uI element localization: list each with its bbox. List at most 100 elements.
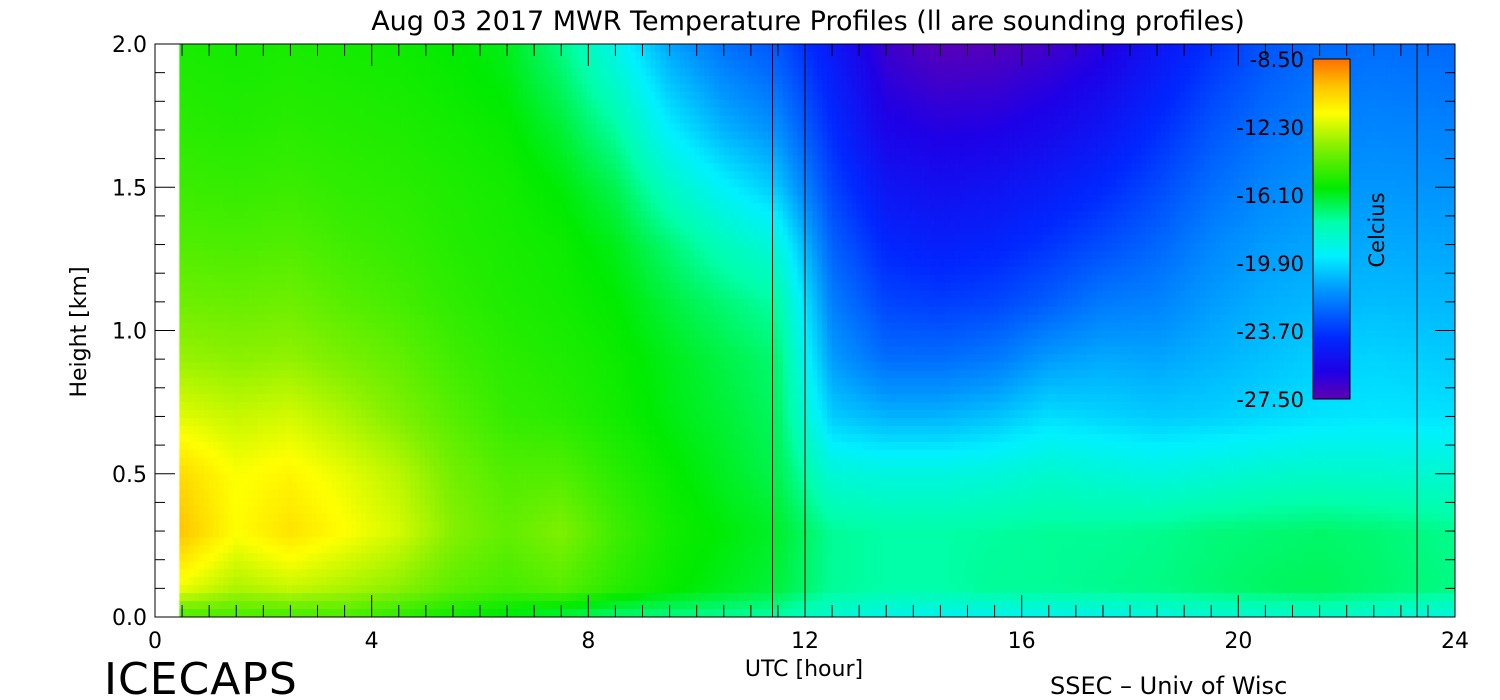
heatmap-cell <box>587 52 593 61</box>
heatmap-cell <box>513 163 519 172</box>
heatmap-cell <box>592 108 598 117</box>
heatmap-cell <box>891 68 897 77</box>
heatmap-cell <box>263 171 269 180</box>
heatmap-cell <box>1018 100 1024 109</box>
heatmap-cell <box>1053 108 1059 117</box>
heatmap-cell <box>184 171 190 180</box>
heatmap-cell <box>454 44 460 53</box>
heatmap-cell <box>224 92 230 101</box>
heatmap-cell <box>513 116 519 125</box>
heatmap-cell <box>1072 179 1078 188</box>
heatmap-cell <box>361 179 367 188</box>
heatmap-cell <box>837 68 843 77</box>
heatmap-cell <box>729 147 735 156</box>
heatmap-cell <box>493 76 499 85</box>
heatmap-cell <box>930 116 936 125</box>
heatmap-cell <box>1136 132 1142 141</box>
heatmap-cell <box>263 116 269 125</box>
heatmap-cell <box>479 187 485 196</box>
heatmap-cell <box>906 100 912 109</box>
heatmap-cell <box>493 68 499 77</box>
heatmap-cell <box>1386 132 1392 141</box>
heatmap-cell <box>1136 179 1142 188</box>
heatmap-cell <box>709 68 715 77</box>
heatmap-cell <box>945 171 951 180</box>
heatmap-cell <box>842 132 848 141</box>
heatmap-cell <box>655 52 661 61</box>
heatmap-cell <box>847 147 853 156</box>
heatmap-cell <box>400 84 406 93</box>
heatmap-cell <box>567 171 573 180</box>
heatmap-cell <box>1112 155 1118 164</box>
heatmap-cell <box>224 60 230 69</box>
heatmap-cell <box>1121 60 1127 69</box>
heatmap-cell <box>1077 116 1083 125</box>
heatmap-cell <box>955 124 961 133</box>
heatmap-cell <box>690 163 696 172</box>
heatmap-cell <box>1440 76 1446 85</box>
heatmap-cell <box>1396 171 1402 180</box>
heatmap-cell <box>518 116 524 125</box>
heatmap-cell <box>842 163 848 172</box>
heatmap-cell <box>1229 140 1235 149</box>
heatmap-cell <box>695 76 701 85</box>
heatmap-cell <box>945 124 951 133</box>
heatmap-cell <box>376 108 382 117</box>
heatmap-cell <box>636 100 642 109</box>
heatmap-cell <box>498 155 504 164</box>
heatmap-cell <box>312 60 318 69</box>
heatmap-cell <box>1112 163 1118 172</box>
heatmap-cell <box>287 140 293 149</box>
heatmap-cell <box>861 155 867 164</box>
heatmap-cell <box>268 52 274 61</box>
heatmap-cell <box>322 92 328 101</box>
heatmap-cell <box>238 44 244 53</box>
heatmap-cell <box>906 76 912 85</box>
heatmap-cell <box>567 147 573 156</box>
heatmap-cell <box>660 179 666 188</box>
heatmap-cell <box>596 60 602 69</box>
heatmap-cell <box>709 163 715 172</box>
heatmap-cell <box>1170 116 1176 125</box>
heatmap-cell <box>542 84 548 93</box>
heatmap-cell <box>346 132 352 141</box>
heatmap-cell <box>940 100 946 109</box>
heatmap-cell <box>1043 179 1049 188</box>
heatmap-cell <box>891 116 897 125</box>
heatmap-cell <box>709 187 715 196</box>
heatmap-cell <box>1023 60 1029 69</box>
heatmap-cell <box>454 140 460 149</box>
heatmap-cell <box>199 171 205 180</box>
heatmap-cell <box>955 92 961 101</box>
heatmap-cell <box>596 52 602 61</box>
heatmap-cell <box>179 195 185 204</box>
heatmap-cell <box>763 124 769 133</box>
heatmap-cell <box>371 187 377 196</box>
heatmap-cell <box>439 187 445 196</box>
heatmap-cell <box>788 187 794 196</box>
heatmap-cell <box>989 163 995 172</box>
heatmap-cell <box>999 187 1005 196</box>
heatmap-cell <box>1072 147 1078 156</box>
heatmap-cell <box>331 100 337 109</box>
heatmap-cell <box>935 52 941 61</box>
heatmap-cell <box>1377 155 1383 164</box>
heatmap-cell <box>601 147 607 156</box>
heatmap-cell <box>891 108 897 117</box>
heatmap-cell <box>1082 76 1088 85</box>
heatmap-cell <box>268 108 274 117</box>
heatmap-cell <box>1391 187 1397 196</box>
heatmap-cell <box>1023 171 1029 180</box>
heatmap-cell <box>871 116 877 125</box>
heatmap-cell <box>1028 163 1034 172</box>
heatmap-cell <box>989 84 995 93</box>
heatmap-cell <box>307 92 313 101</box>
heatmap-cell <box>734 76 740 85</box>
heatmap-cell <box>282 116 288 125</box>
heatmap-cell <box>1416 108 1422 117</box>
heatmap-cell <box>444 52 450 61</box>
heatmap-cell <box>297 116 303 125</box>
heatmap-cell <box>920 52 926 61</box>
heatmap-cell <box>542 68 548 77</box>
heatmap-cell <box>837 132 843 141</box>
